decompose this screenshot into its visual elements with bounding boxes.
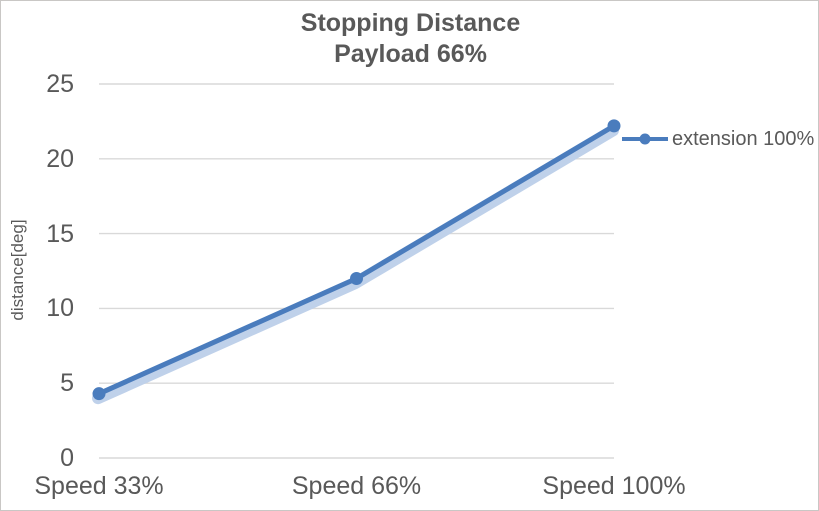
x-category-label: Speed 33% [34,472,164,500]
data-point-marker [92,387,106,401]
data-point-marker [350,271,363,285]
legend-line-marker-icon [622,133,668,145]
y-tick-label: 10 [46,294,74,323]
chart-title: Stopping Distance Payload 66% [1,8,818,70]
legend: extension 100% [620,125,814,153]
x-category-label: Speed 66% [291,472,422,500]
chart-title-line2: Payload 66% [334,40,487,68]
y-tick-label: 20 [46,144,74,173]
y-tick-label: 25 [46,70,74,98]
x-category-label: Speed 100% [542,472,686,500]
y-tick-label: 15 [46,219,74,248]
series-line [96,123,617,397]
legend-label: extension 100% [672,128,815,150]
y-tick-label: 0 [60,444,74,472]
data-point-marker [607,119,621,133]
y-tick-label: 5 [60,369,74,398]
chart-title-line1: Stopping Distance [300,9,521,37]
